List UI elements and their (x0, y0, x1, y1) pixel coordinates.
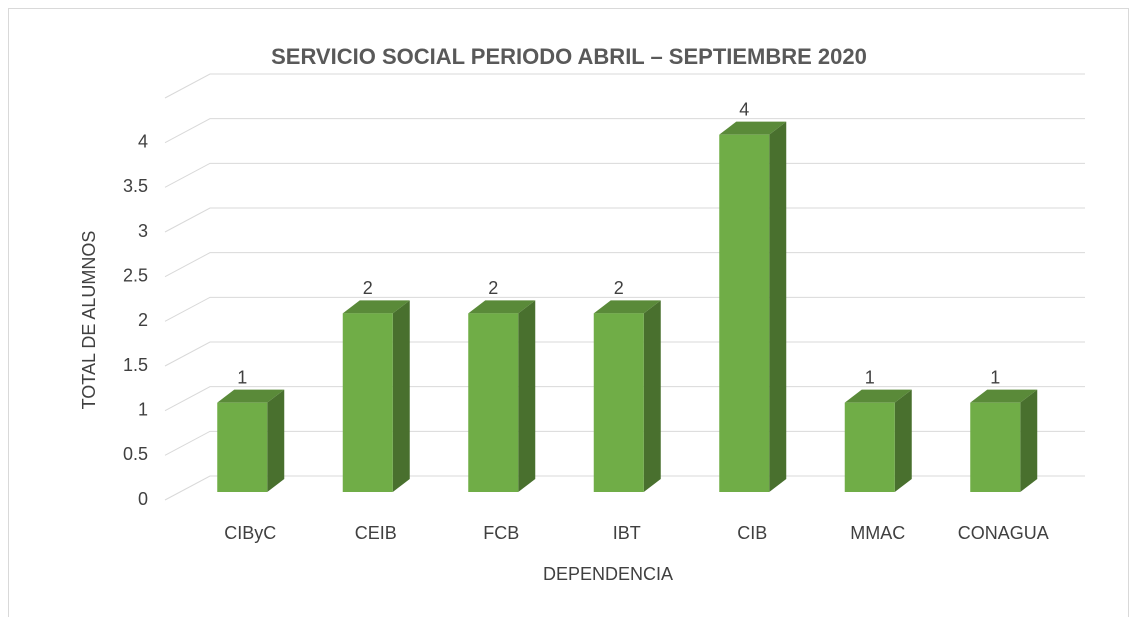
bar (970, 402, 1021, 492)
grid-line (164, 430, 1085, 456)
bar-side (643, 300, 661, 492)
bar-top (468, 300, 536, 314)
grid-line (164, 73, 1085, 99)
data-label: 4 (739, 99, 749, 119)
bar-top (970, 389, 1038, 403)
data-label: 2 (614, 278, 624, 298)
x-tick-label: FCB (483, 523, 519, 543)
y-tick-label: 3 (138, 221, 148, 241)
bar-top (719, 121, 787, 135)
y-tick-label: 3.5 (123, 176, 148, 196)
bar-top (593, 300, 661, 314)
bar-side (1020, 389, 1038, 492)
y-tick-label: 2 (138, 310, 148, 330)
y-tick-label: 1 (138, 399, 148, 419)
x-tick-label: CIB (737, 523, 767, 543)
data-label: 2 (363, 278, 373, 298)
x-tick-label: CONAGUA (958, 523, 1049, 543)
bar (342, 313, 393, 492)
data-label: 2 (488, 278, 498, 298)
x-tick-label: MMAC (850, 523, 905, 543)
bar (217, 402, 268, 492)
grid-line (164, 162, 1085, 188)
x-tick-label: CEIB (355, 523, 397, 543)
chart-title: SERVICIO SOCIAL PERIODO ABRIL – SEPTIEMB… (271, 44, 867, 69)
grid-line (164, 296, 1085, 322)
bar-side (392, 300, 410, 492)
data-label: 1 (237, 367, 247, 387)
chart-border (8, 8, 1129, 622)
bar (593, 313, 644, 492)
bar-side (894, 389, 912, 492)
grid-line (164, 118, 1085, 144)
bar-top (844, 389, 912, 403)
bar-side (769, 121, 787, 493)
grid-line (164, 341, 1085, 367)
y-tick-label: 0 (138, 489, 148, 509)
grid-line (164, 386, 1085, 412)
y-tick-label: 0.5 (123, 444, 148, 464)
bar (719, 134, 770, 492)
y-tick-label: 4 (138, 131, 148, 151)
bar-top (342, 300, 410, 314)
bar (844, 402, 895, 492)
x-tick-label: IBT (613, 523, 641, 543)
data-label: 1 (865, 367, 875, 387)
bar-side (267, 389, 285, 492)
x-tick-label: CIByC (224, 523, 276, 543)
grid-line (164, 475, 1085, 501)
bar-side (518, 300, 536, 492)
bar-top (217, 389, 285, 403)
grid-line (164, 252, 1085, 278)
data-label: 1 (990, 367, 1000, 387)
y-axis-title: TOTAL DE ALUMNOS (79, 231, 99, 410)
y-tick-label: 1.5 (123, 355, 148, 375)
grid-line (164, 207, 1085, 233)
bar (468, 313, 519, 492)
y-tick-label: 2.5 (123, 265, 148, 285)
x-axis-title: DEPENDENCIA (543, 564, 673, 584)
